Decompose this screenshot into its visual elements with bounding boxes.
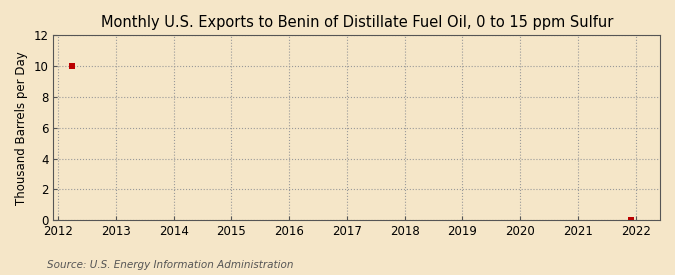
Text: Source: U.S. Energy Information Administration: Source: U.S. Energy Information Administ…: [47, 260, 294, 270]
Y-axis label: Thousand Barrels per Day: Thousand Barrels per Day: [15, 51, 28, 205]
Title: Monthly U.S. Exports to Benin of Distillate Fuel Oil, 0 to 15 ppm Sulfur: Monthly U.S. Exports to Benin of Distill…: [101, 15, 613, 30]
